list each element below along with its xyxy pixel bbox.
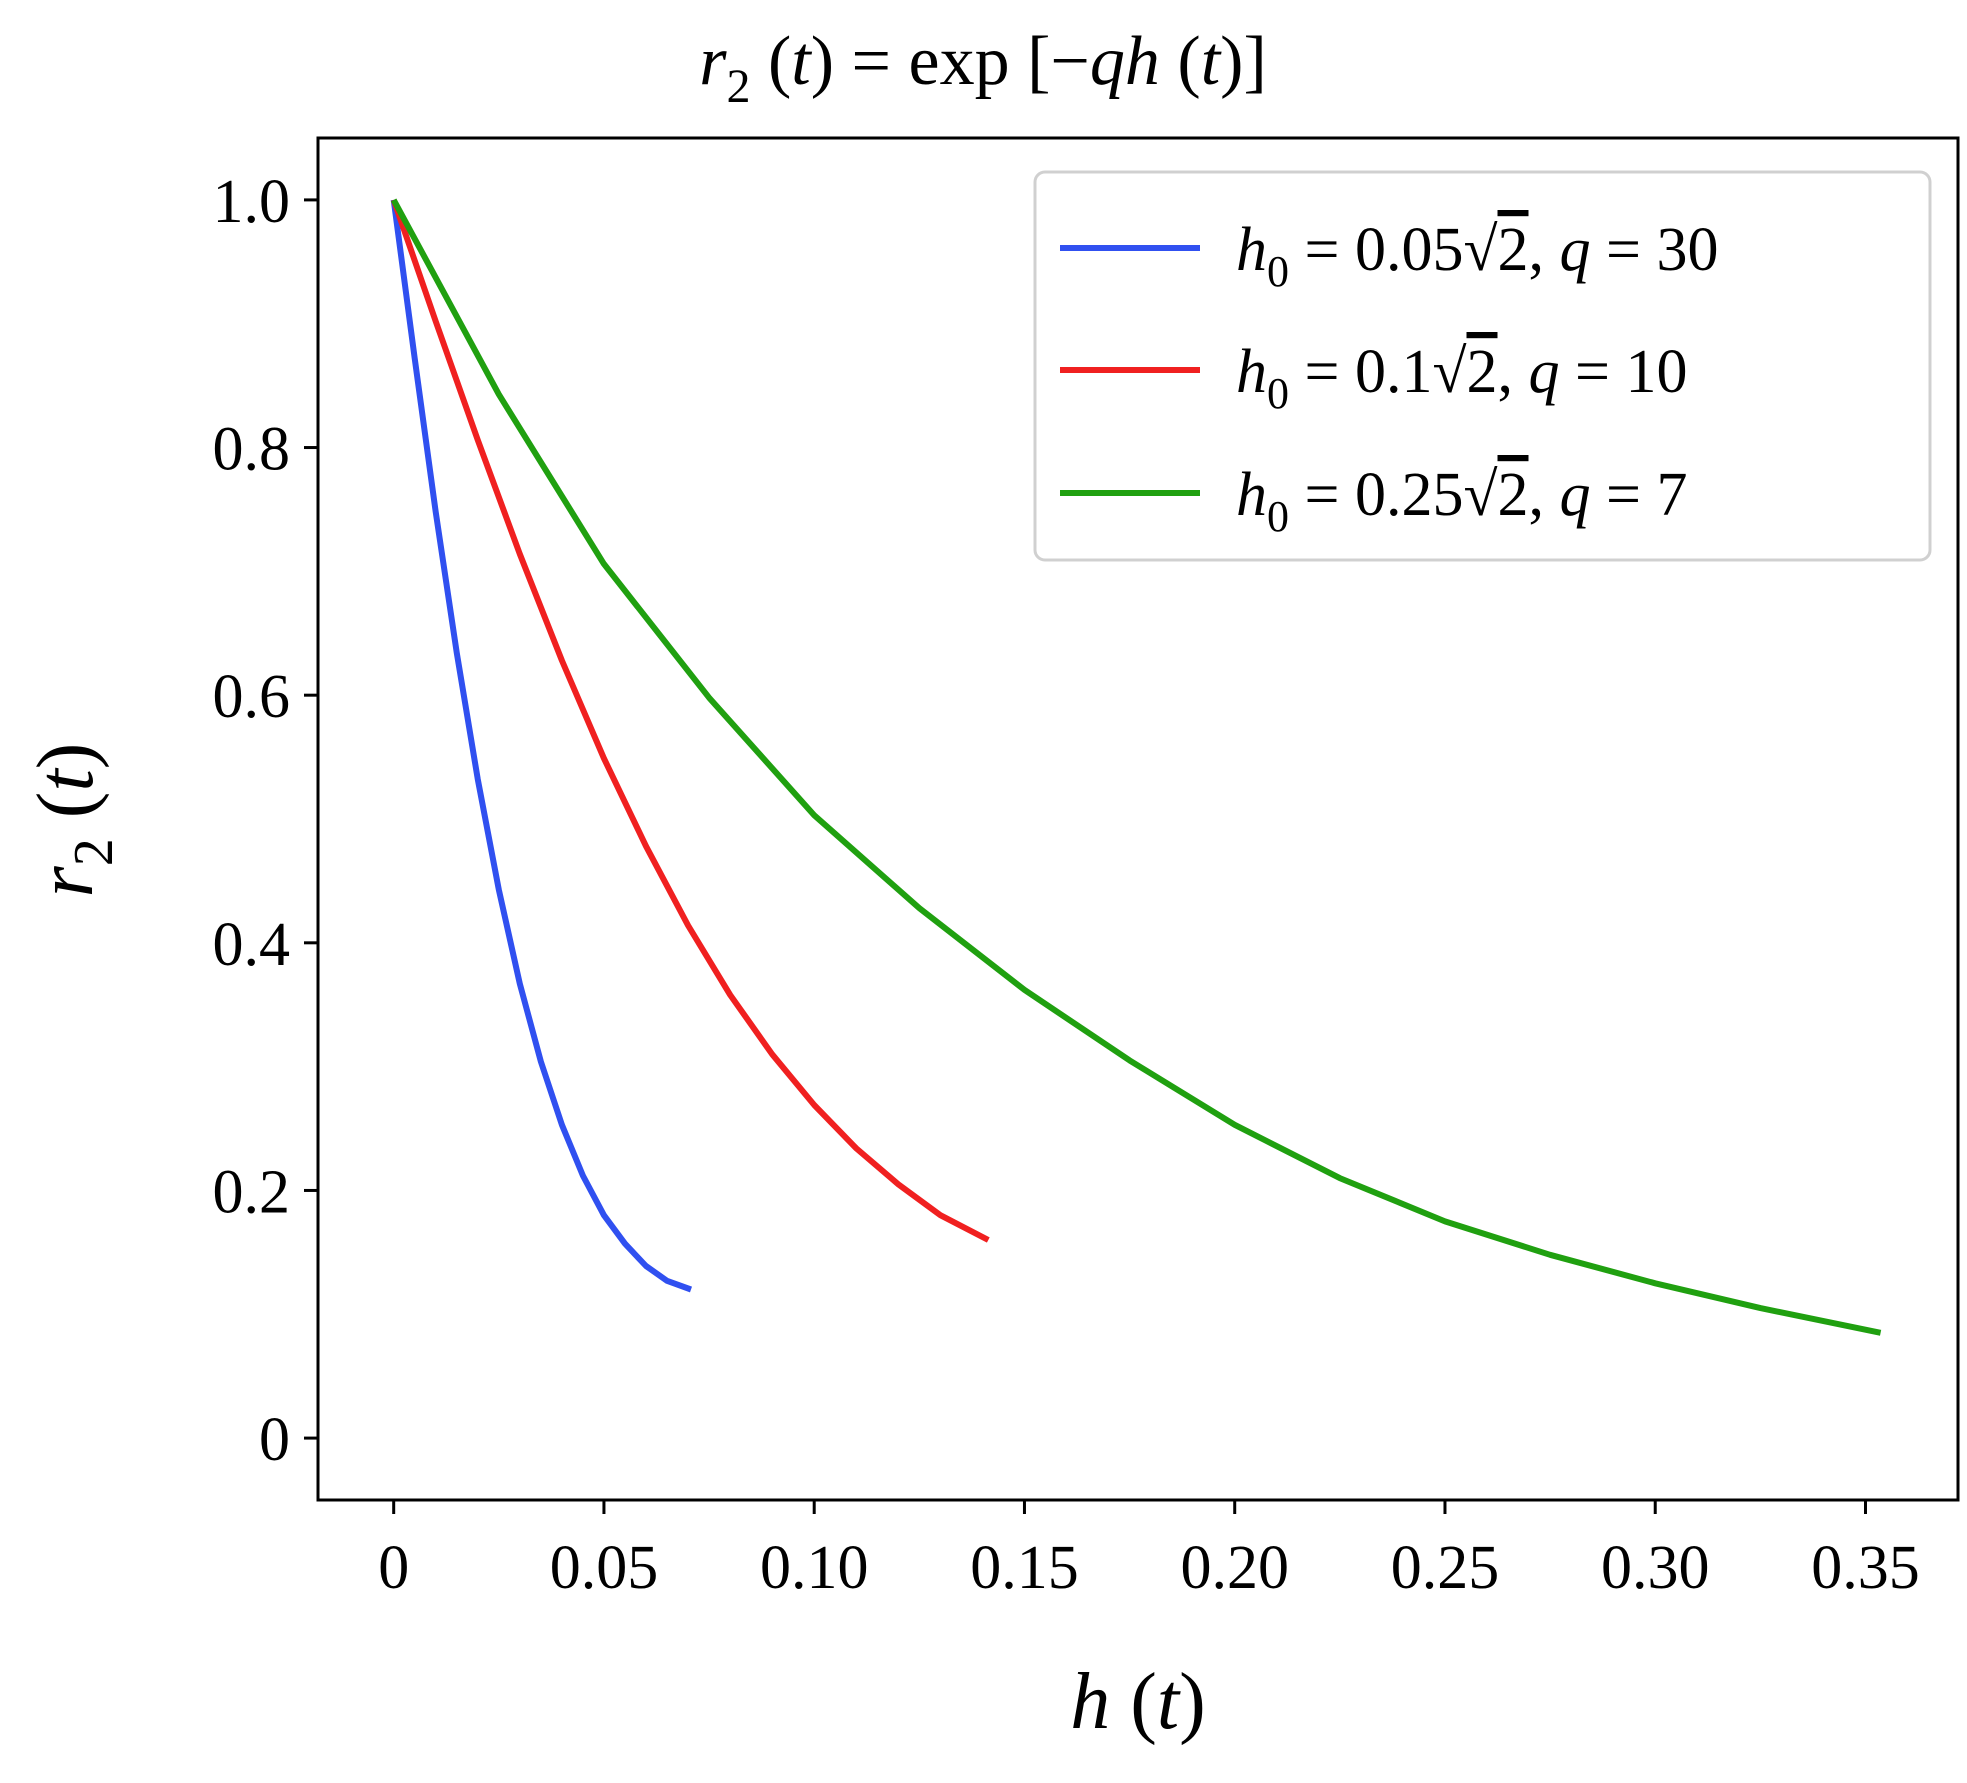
legend-label: h0 = 0.25√2, q = 7 (1236, 461, 1687, 541)
x-tick-label: 0 (378, 1534, 409, 1602)
x-tick-label: 0.35 (1811, 1534, 1920, 1602)
y-axis-title: r2 (t) (22, 743, 125, 898)
legend-frame (1033, 170, 1932, 562)
y-axis-ticks: 0 0.2 0.4 0.6 0.8 1.0 (213, 168, 318, 1474)
legend-label: h0 = 0.1√2, q = 10 (1236, 338, 1687, 418)
y-tick-label: 0.6 (213, 663, 291, 731)
x-tick-label: 0.20 (1180, 1534, 1289, 1602)
x-axis-title: h (t) (1070, 1658, 1206, 1746)
x-tick-label: 0.15 (970, 1534, 1079, 1602)
legend-entry: h0 = 0.05√2, q = 30 (1060, 216, 1718, 296)
x-tick-label: 0.05 (550, 1534, 659, 1602)
y-tick-label: 0.4 (213, 911, 291, 979)
chart-title: r2 (t) = exp [−qh (t)] (699, 23, 1267, 113)
plot-area-frame (316, 136, 1960, 1502)
x-axis-ticks: 0 0.05 0.10 0.15 0.20 0.25 0.30 0.35 (378, 1500, 1920, 1602)
y-tick-label: 0 (259, 1406, 290, 1474)
legend-entry: h0 = 0.25√2, q = 7 (1060, 461, 1687, 541)
legend-label: h0 = 0.05√2, q = 30 (1236, 216, 1718, 296)
x-tick-label: 0.30 (1601, 1534, 1710, 1602)
series-lines (390, 198, 1882, 1336)
series-line (390, 198, 990, 1243)
series-line (390, 199, 693, 1293)
y-tick-label: 0.8 (213, 416, 291, 484)
x-tick-label: 0.10 (760, 1534, 869, 1602)
y-tick-label: 1.0 (213, 168, 291, 236)
y-tick-label: 0.2 (213, 1158, 291, 1226)
legend: h0 = 0.05√2, q = 30 h0 = 0.1√2, q = 10 h… (1033, 170, 1932, 562)
x-tick-label: 0.25 (1391, 1534, 1500, 1602)
series-line (391, 198, 1882, 1336)
legend-entry: h0 = 0.1√2, q = 10 (1060, 338, 1687, 418)
